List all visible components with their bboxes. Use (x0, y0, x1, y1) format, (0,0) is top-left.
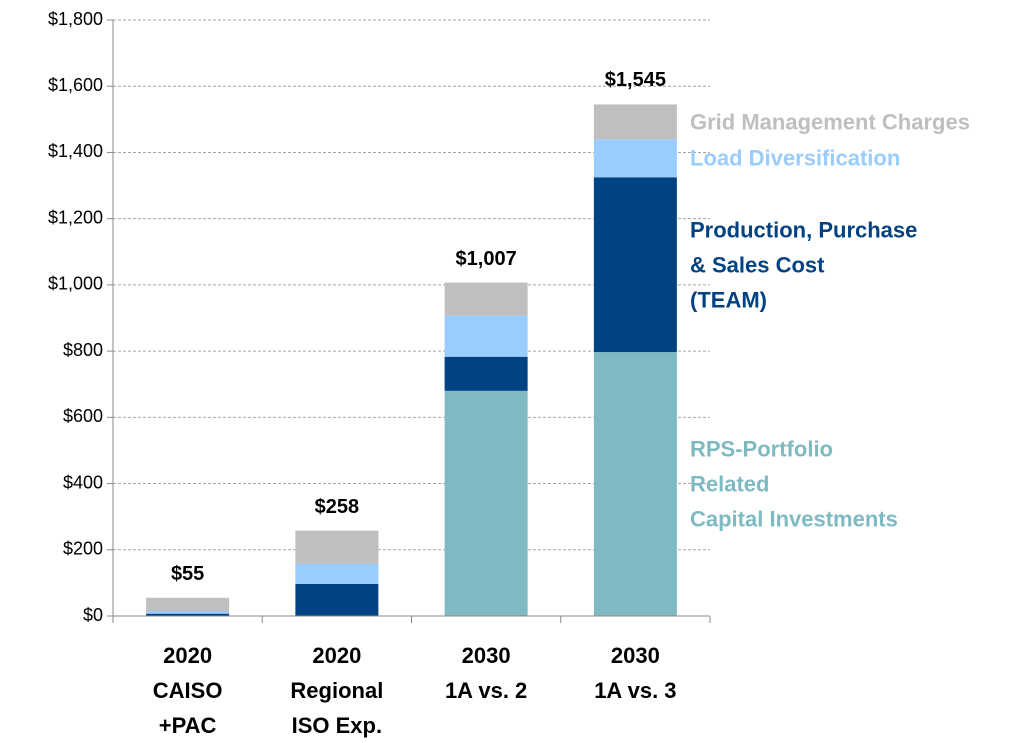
bar-segment (146, 611, 230, 614)
total-label: $258 (314, 495, 360, 518)
y-tick-label: $800 (63, 340, 103, 360)
y-tick-label: $1,200 (48, 207, 103, 227)
legend-label: Grid Management Charges (690, 109, 970, 135)
bar-segment (593, 139, 677, 178)
y-tick-label: $1,800 (48, 9, 103, 29)
total-label: $55 (170, 562, 205, 585)
total-label: $1,007 (455, 247, 517, 270)
legend-label: Load Diversification (690, 145, 901, 171)
y-tick-label: $600 (63, 406, 103, 426)
bar-segment (295, 530, 379, 565)
bar-segment (593, 104, 677, 140)
bar-segment (295, 583, 379, 616)
bar-segment (444, 315, 528, 357)
y-tick-label: $1,600 (48, 75, 103, 95)
bar-segment (593, 177, 677, 353)
x-tick-label: 2030 1A vs. 3 (594, 643, 677, 703)
bar-segment (146, 613, 230, 616)
y-tick-label: $400 (63, 472, 103, 492)
bar-segment (444, 282, 528, 316)
x-tick-label: 2030 1A vs. 2 (444, 643, 528, 703)
y-tick-label: $200 (63, 539, 103, 559)
legend-label: Production, Purchase & Sales Cost (TEAM) (690, 217, 918, 313)
total-label: $1,545 (604, 69, 666, 92)
bar-segment (146, 597, 230, 612)
bar-segment (444, 356, 528, 391)
y-tick-label: $0 (83, 605, 103, 625)
x-tick-label: 2020 Regional ISO Exp. (290, 643, 384, 738)
x-tick-label: 2020 CAISO +PAC (152, 643, 223, 738)
bar-segment (444, 390, 528, 616)
y-tick-label: $1,400 (48, 141, 103, 161)
legend-label: RPS-Portfolio Related Capital Investment… (690, 436, 898, 532)
bar-segment (593, 352, 677, 616)
y-tick-label: $1,000 (48, 274, 103, 294)
bar-segment (295, 564, 379, 584)
